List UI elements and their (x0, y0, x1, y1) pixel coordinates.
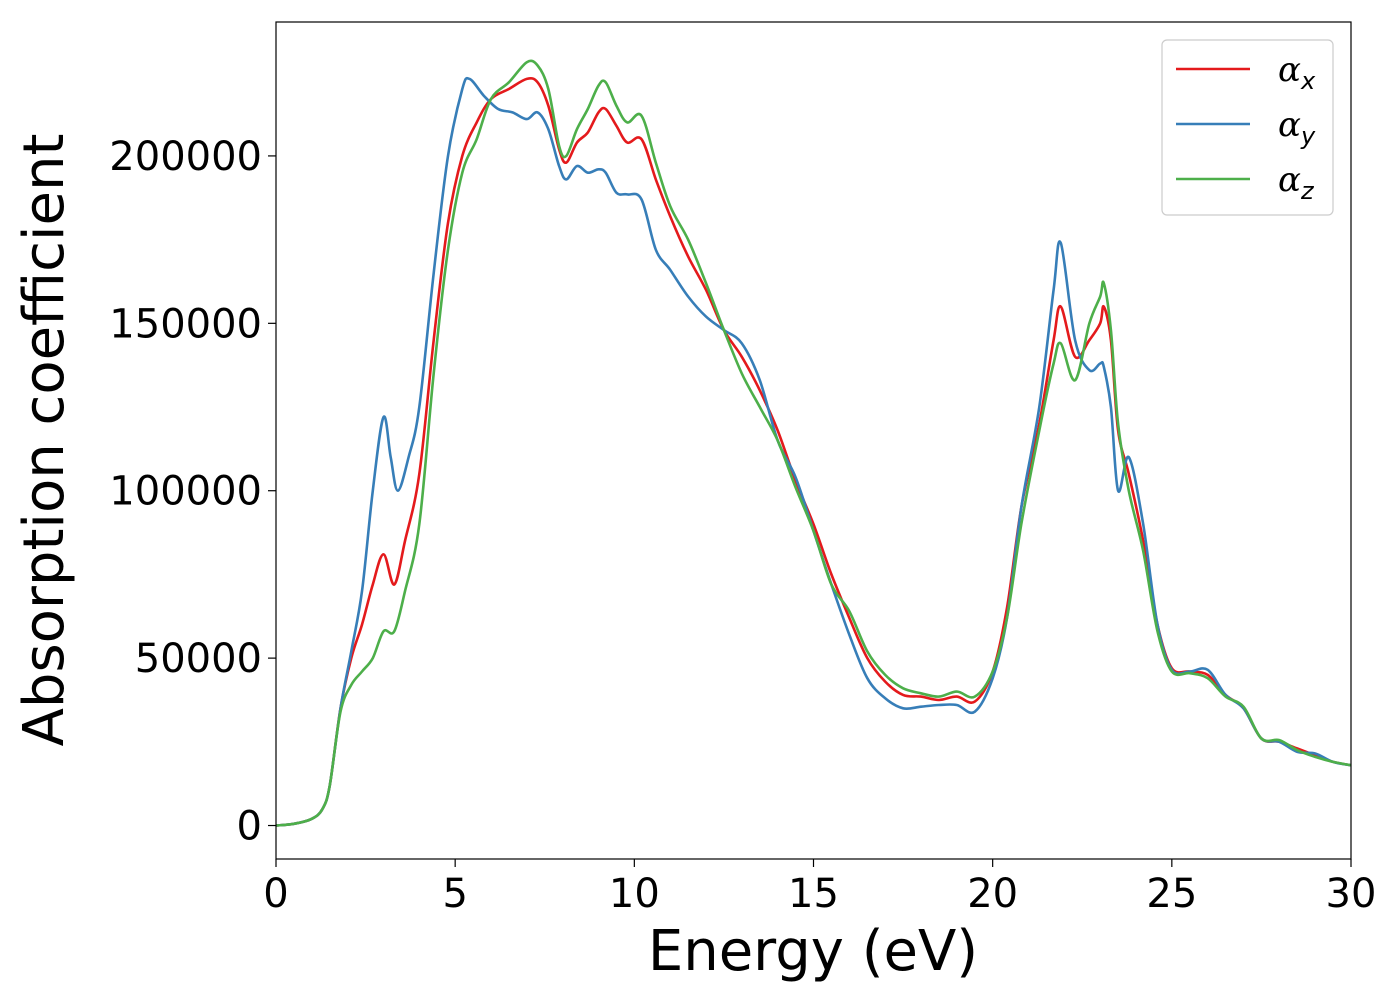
legend-label-y: αy (1278, 105, 1316, 150)
y-tick-label: 150000 (109, 301, 262, 347)
y-tick-label: 200000 (109, 134, 262, 180)
legend-frame (1161, 39, 1334, 216)
y-tick-label: 50000 (135, 636, 262, 682)
legend-label-symbol: α (1278, 105, 1301, 145)
series-layer (275, 59, 1352, 827)
legend-label-symbol: α (1278, 160, 1301, 200)
x-tick-label: 30 (1326, 871, 1377, 917)
x-tick-label: 25 (1146, 871, 1197, 917)
x-tick-label: 15 (788, 871, 839, 917)
x-axis: 0 5 10 15 20 25 30 (263, 859, 1376, 917)
series-line-x (275, 77, 1352, 827)
legend-label-subscript: x (1300, 67, 1316, 95)
y-tick-label: 0 (237, 804, 262, 850)
legend-label-subscript: y (1300, 122, 1316, 150)
series-line-z (275, 59, 1352, 827)
series-line-y (275, 76, 1352, 827)
x-axis-title: Energy (eV) (648, 919, 978, 984)
x-tick-label: 20 (967, 871, 1018, 917)
x-tick-label: 5 (442, 871, 467, 917)
legend-label-subscript: z (1300, 177, 1315, 205)
y-tick-label: 100000 (109, 469, 262, 515)
legend-label-x: αx (1278, 50, 1316, 95)
y-axis-title: Absorption coefficient (12, 134, 77, 747)
legend-label-symbol: α (1278, 50, 1301, 90)
y-axis: 0 50000 100000 150000 200000 (109, 134, 276, 850)
x-tick-label: 10 (609, 871, 660, 917)
x-tick-label: 0 (263, 871, 288, 917)
legend-label-z: αz (1278, 160, 1315, 205)
